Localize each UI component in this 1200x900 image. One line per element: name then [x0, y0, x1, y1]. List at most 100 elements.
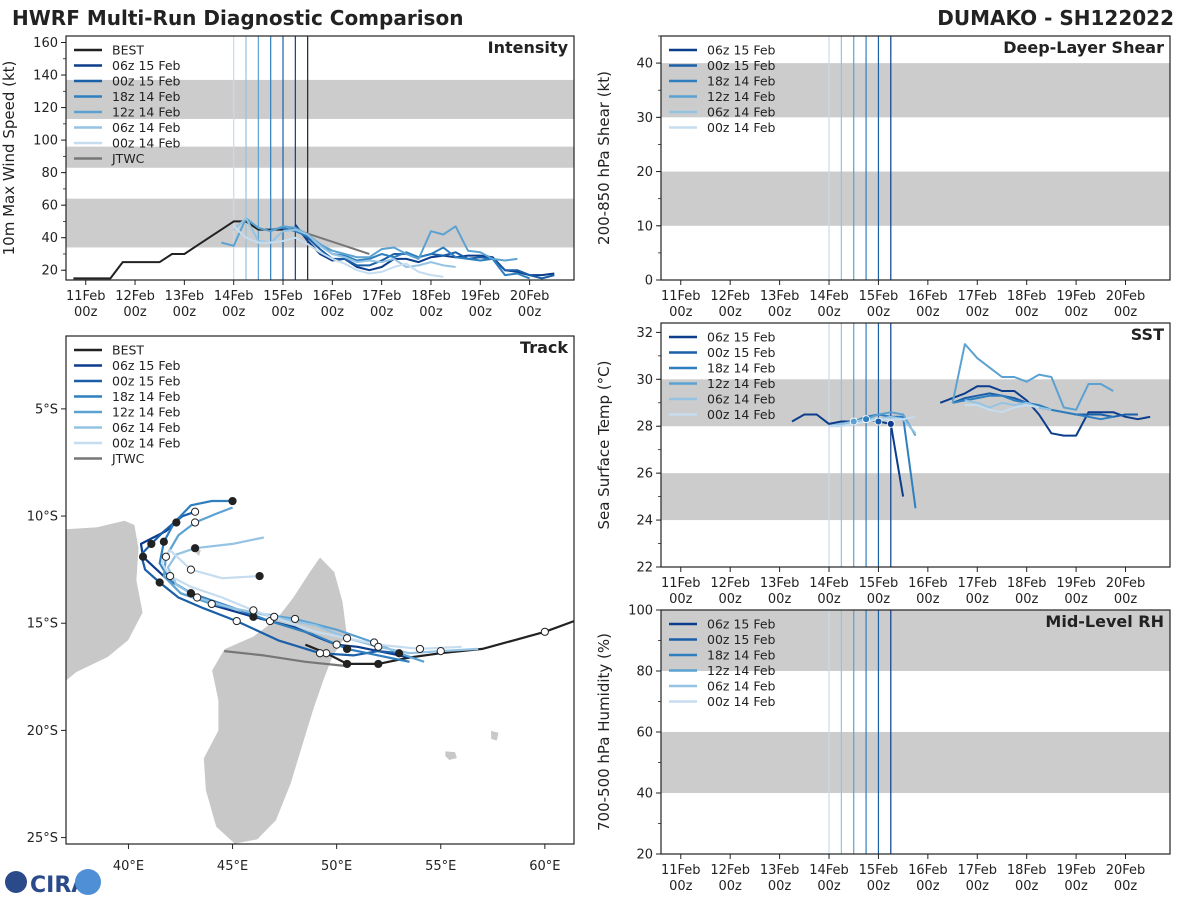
- sst-legend-label-18z-14-feb: 18z 14 Feb: [707, 361, 776, 376]
- rh-ytick-label-100: 100: [628, 604, 653, 619]
- shear-legend-label-00z-14-feb: 00z 14 Feb: [707, 120, 776, 135]
- intensity-ytick-label-40: 40: [41, 231, 58, 246]
- intensity-band-0: [66, 198, 574, 248]
- intensity-xtick-time-7: 00z: [419, 305, 443, 320]
- sst-xtick-time-5: 00z: [916, 592, 940, 607]
- shear-legend-label-00z-15-feb: 00z 15 Feb: [707, 58, 776, 73]
- track-marker-00z-14-feb: [186, 565, 196, 574]
- rh-xtick-label-7: 18Feb: [1007, 863, 1047, 878]
- track-series-00z-15-feb: [139, 510, 400, 657]
- intensity-series-12z-14-feb-5: [221, 217, 518, 262]
- track-xtick-label-1: 45°E: [217, 859, 248, 874]
- sst-xtick-time-2: 00z: [768, 592, 792, 607]
- rh-band-0: [661, 732, 1170, 793]
- track-series-best: [304, 620, 574, 666]
- track-marker-00z-15-feb: [395, 649, 404, 658]
- track-marker-12z-14-feb: [190, 518, 200, 527]
- sst-xtick-time-8: 00z: [1064, 592, 1088, 607]
- sst-xtick-time-9: 00z: [1114, 592, 1138, 607]
- intensity-ytick-label-120: 120: [33, 101, 58, 116]
- land-mauritius: [490, 729, 500, 742]
- intensity-xtick-label-8: 19Feb: [461, 289, 501, 304]
- intensity-ytick-label-60: 60: [41, 199, 58, 214]
- track-xtick-label-0: 40°E: [113, 859, 144, 874]
- shear-xtick-time-0: 00z: [669, 305, 693, 320]
- track-marker-06z-15-feb: [172, 518, 181, 527]
- sst-series-00z-14-feb-9: [829, 415, 916, 428]
- track-title: Track: [520, 338, 568, 357]
- sst-xtick-label-6: 17Feb: [957, 576, 997, 591]
- track-marker-00z-14-feb: [249, 606, 258, 615]
- track-ytick-label-2: 15°S: [27, 617, 58, 632]
- intensity-legend-label-00z-15-feb: 00z 15 Feb: [112, 74, 181, 89]
- shear-xtick-time-3: 00z: [817, 305, 841, 320]
- track-ytick-label-4: 25°S: [27, 831, 58, 846]
- intensity-xtick-time-6: 00z: [370, 305, 394, 320]
- track-marker-18z-14-feb: [159, 537, 168, 546]
- rh-xtick-time-9: 00z: [1114, 879, 1138, 894]
- rh-xtick-time-0: 00z: [669, 879, 693, 894]
- track-map-content: [66, 496, 574, 844]
- track-marker-00z-15-feb: [155, 578, 164, 587]
- intensity-ytick-label-100: 100: [33, 134, 58, 149]
- track-marker-best: [540, 627, 549, 636]
- rh-ytick-label-40: 40: [636, 787, 653, 802]
- land-madagascar: [202, 556, 348, 844]
- shear-xtick-time-5: 00z: [916, 305, 940, 320]
- track-legend-label-00z-14-feb: 00z 14 Feb: [112, 436, 181, 451]
- track-frame: [65, 335, 575, 845]
- track-series-06z-15-feb: [139, 521, 410, 659]
- shear-ytick-label-10: 10: [636, 219, 653, 234]
- sst-xtick-label-0: 11Feb: [661, 576, 701, 591]
- track-marker-06z-14-feb: [190, 544, 200, 553]
- sst-ytick-label-24: 24: [636, 514, 653, 529]
- track-marker-06z-14-feb: [436, 646, 445, 656]
- shear-xtick-time-9: 00z: [1114, 305, 1138, 320]
- rh-xtick-label-5: 16Feb: [908, 863, 948, 878]
- intensity-ylabel: 10m Max Wind Speed (kt): [0, 61, 18, 256]
- shear-legend-label-06z-14-feb: 06z 14 Feb: [707, 105, 776, 120]
- sst-legend-label-00z-14-feb: 00z 14 Feb: [707, 407, 776, 422]
- sst-xtick-label-7: 18Feb: [1007, 576, 1047, 591]
- track-ytick-label-0: 5°S: [35, 402, 58, 417]
- track-marker-06z-15-feb: [138, 552, 148, 561]
- sst-marker-18z-14-feb: [862, 415, 870, 424]
- sst-legend-label-00z-15-feb: 00z 15 Feb: [707, 345, 776, 360]
- land-africa: [66, 519, 144, 682]
- intensity-legend-label-06z-14-feb: 06z 14 Feb: [112, 120, 181, 135]
- intensity-xtick-label-4: 15Feb: [263, 289, 303, 304]
- sst-series-06z-15-feb-1: [939, 385, 1151, 437]
- track-marker-best: [342, 659, 352, 669]
- track-panel: 40°E 45°E 50°E 55°E 60°E 5°S 10°S 15°S 20°S 25°S T…: [27, 335, 575, 874]
- track-legend-label-06z-15-feb: 06z 15 Feb: [112, 358, 181, 373]
- shear-xtick-time-7: 00z: [1015, 305, 1039, 320]
- sst-ytick-label-32: 32: [636, 326, 653, 341]
- sst-ylabel: Sea Surface Temp (°C): [595, 360, 613, 529]
- sst-panel: 22242628303211Feb00z12Feb00z13Feb00z14Fe…: [595, 322, 1171, 607]
- intensity-ytick-label-140: 140: [33, 69, 58, 84]
- storm-id: DUMAKO - SH122022: [937, 6, 1174, 30]
- shear-title: Deep-Layer Shear: [1003, 38, 1164, 57]
- rh-legend-label-06z-15-feb: 06z 15 Feb: [707, 617, 776, 632]
- track-marker-00z-15-feb: [147, 539, 156, 549]
- intensity-xtick-time-2: 00z: [173, 305, 197, 320]
- intensity-legend-label-06z-15-feb: 06z 15 Feb: [112, 58, 181, 73]
- sst-xtick-label-1: 12Feb: [710, 576, 750, 591]
- track-series-00z-14-feb: [160, 549, 462, 651]
- sst-xtick-label-4: 15Feb: [859, 576, 899, 591]
- intensity-xtick-time-1: 00z: [123, 305, 147, 320]
- shear-panel: 01020304011Feb00z12Feb00z13Feb00z14Feb00…: [595, 35, 1171, 320]
- rh-xtick-label-3: 14Feb: [809, 863, 849, 878]
- figure-title: HWRF Multi-Run Diagnostic Comparison: [12, 6, 463, 30]
- sst-marker-00z-15-feb: [874, 417, 883, 426]
- sst-xtick-label-5: 16Feb: [908, 576, 948, 591]
- track-marker-06z-15-feb: [332, 640, 341, 649]
- track-marker-best: [374, 659, 383, 669]
- intensity-xtick-time-4: 00z: [271, 305, 295, 320]
- shear-xtick-label-7: 18Feb: [1007, 289, 1047, 304]
- track-legend-label-jtwc: JTWC: [111, 451, 145, 466]
- intensity-ytick-label-80: 80: [41, 166, 58, 181]
- rh-band-1: [661, 610, 1170, 671]
- rh-xtick-time-2: 00z: [768, 879, 792, 894]
